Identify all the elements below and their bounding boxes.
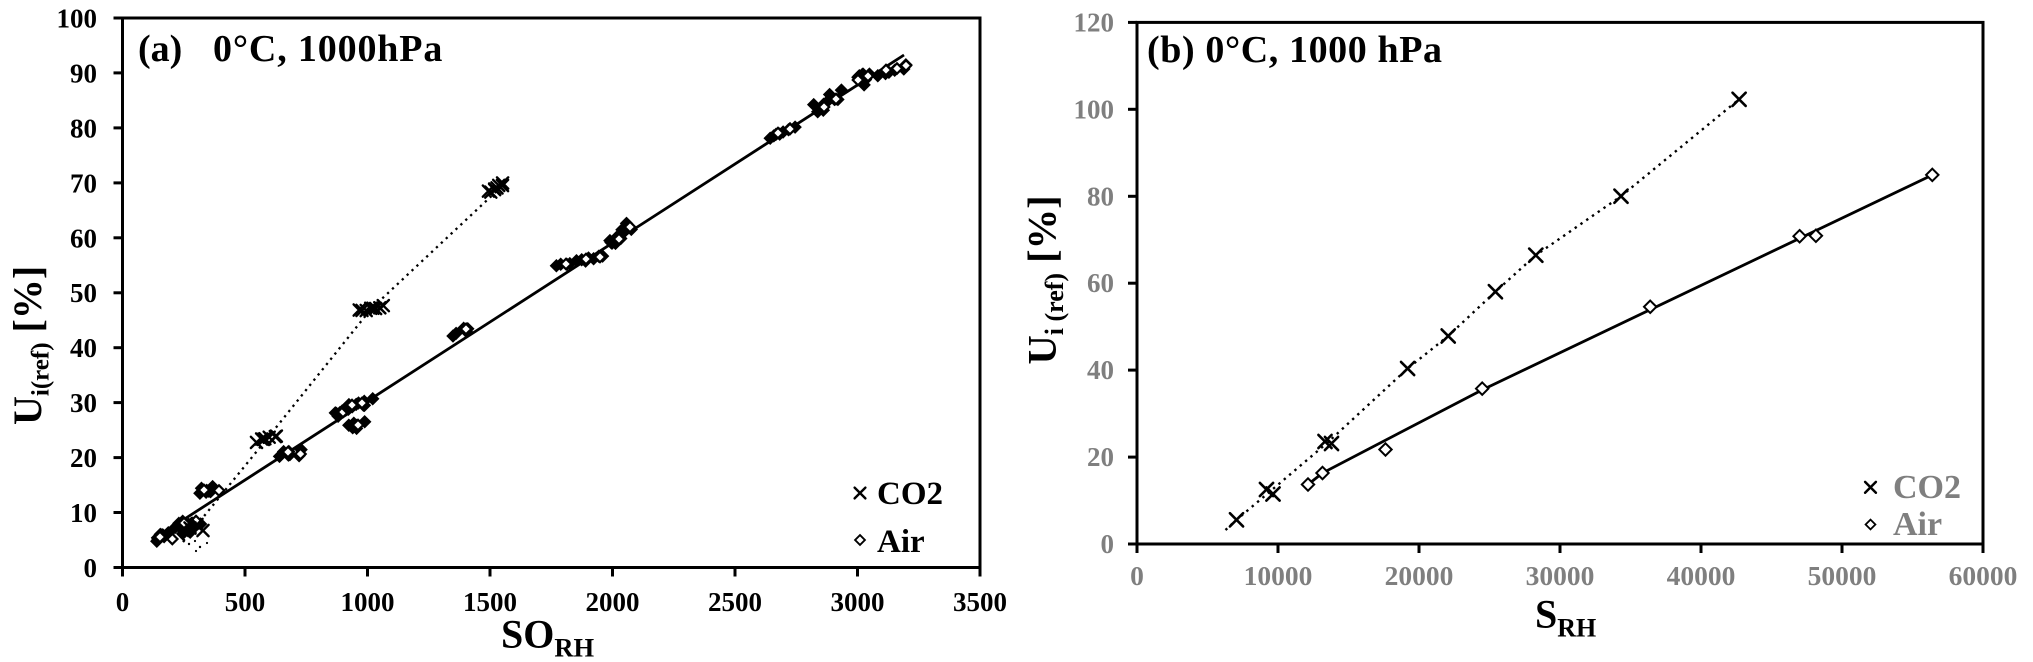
svg-text:120: 120 — [1074, 7, 1115, 37]
svg-text:30: 30 — [70, 388, 97, 418]
svg-text:(a): (a) — [138, 28, 182, 70]
svg-text:30000: 30000 — [1526, 560, 1595, 591]
svg-text:0: 0 — [1130, 560, 1144, 591]
svg-text:0: 0 — [116, 587, 130, 617]
svg-text:50000: 50000 — [1808, 560, 1877, 591]
svg-text:40000: 40000 — [1667, 560, 1736, 591]
svg-text:Ui(ref) [%]: Ui(ref) [%] — [5, 266, 55, 425]
svg-text:60000: 60000 — [1949, 560, 2018, 591]
svg-text:2000: 2000 — [586, 587, 640, 617]
svg-text:0: 0 — [84, 553, 98, 583]
svg-text:20: 20 — [70, 443, 97, 473]
svg-text:(b) 0°C, 1000 hPa: (b) 0°C, 1000 hPa — [1147, 29, 1443, 71]
svg-text:CO2: CO2 — [1893, 469, 1961, 506]
svg-text:40: 40 — [70, 333, 97, 363]
svg-text:0: 0 — [1101, 529, 1115, 559]
svg-text:100: 100 — [1074, 94, 1115, 124]
svg-text:60: 60 — [1087, 268, 1114, 298]
svg-text:0°C, 1000hPa: 0°C, 1000hPa — [213, 28, 443, 70]
svg-text:CO2: CO2 — [877, 476, 943, 512]
svg-text:3000: 3000 — [831, 587, 885, 617]
svg-text:40: 40 — [1087, 355, 1114, 385]
svg-text:10000: 10000 — [1244, 560, 1313, 591]
svg-text:500: 500 — [225, 587, 266, 617]
svg-text:90: 90 — [70, 58, 97, 88]
svg-text:20: 20 — [1087, 442, 1114, 472]
svg-text:2500: 2500 — [708, 587, 762, 617]
svg-text:70: 70 — [70, 168, 97, 198]
svg-text:100: 100 — [57, 4, 98, 34]
svg-text:80: 80 — [1087, 181, 1114, 211]
svg-text:3500: 3500 — [953, 587, 1007, 617]
svg-text:80: 80 — [70, 113, 97, 143]
svg-text:50: 50 — [70, 278, 97, 308]
svg-text:20000: 20000 — [1385, 560, 1454, 591]
svg-text:60: 60 — [70, 223, 97, 253]
svg-text:1500: 1500 — [463, 587, 517, 617]
svg-text:Air: Air — [877, 524, 925, 560]
svg-text:1000: 1000 — [341, 587, 395, 617]
svg-text:Air: Air — [1893, 506, 1942, 543]
svg-text:10: 10 — [70, 498, 97, 528]
